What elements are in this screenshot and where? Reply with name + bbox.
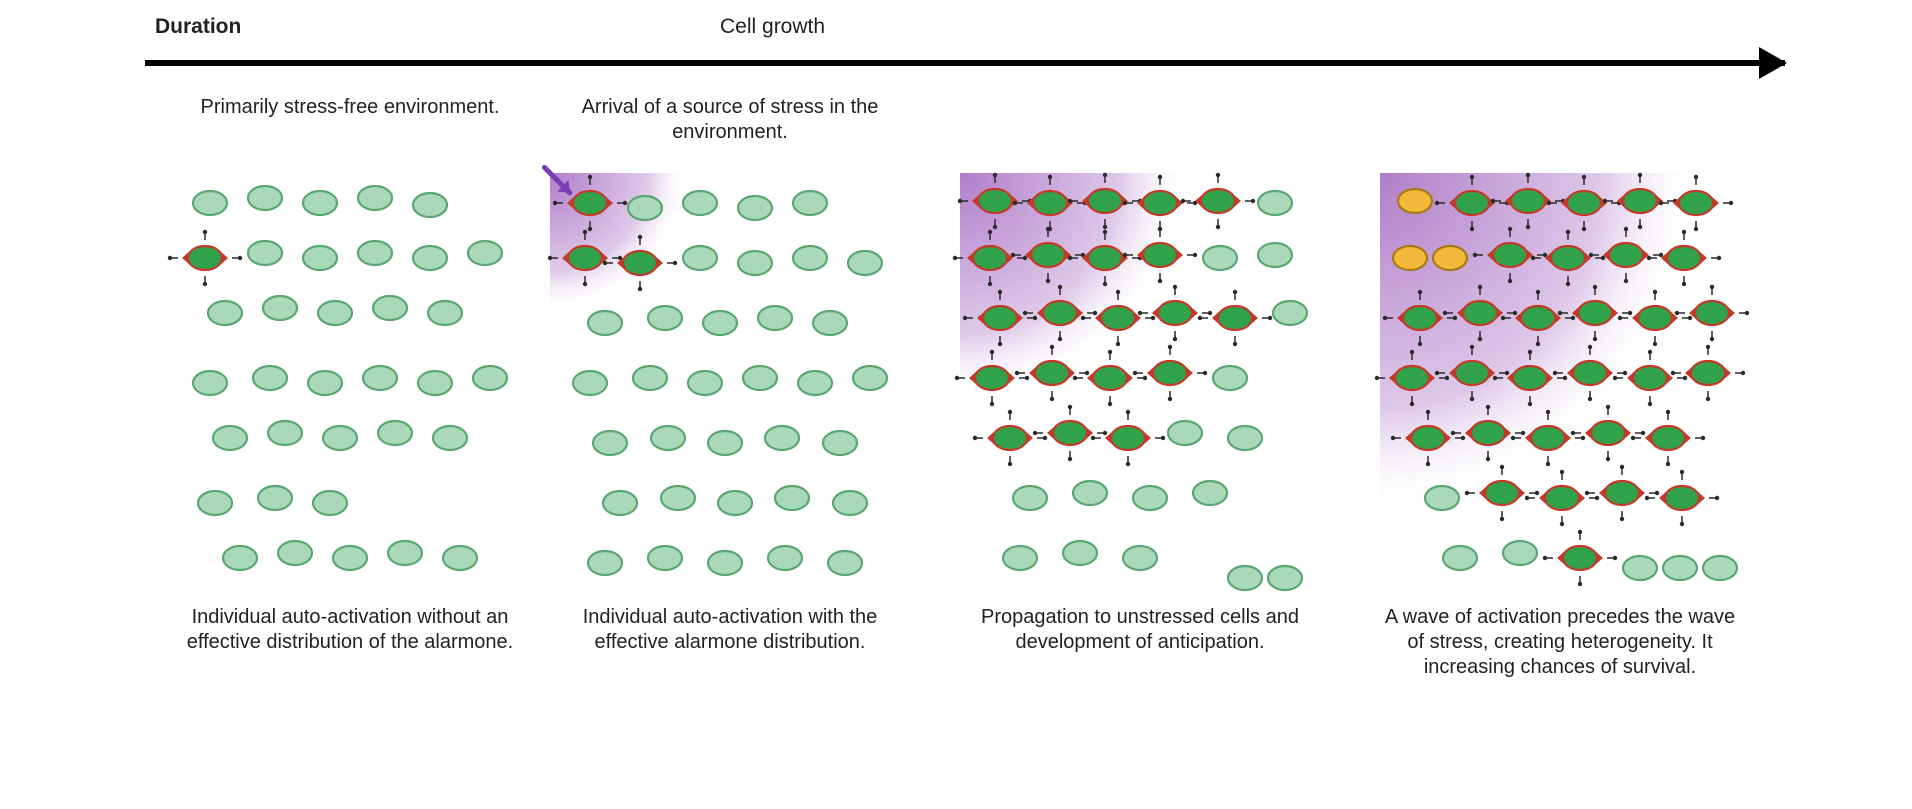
panel-3-caption: Propagation to unstressed cells and deve… <box>960 605 1320 655</box>
panel-2-title: Arrival of a source of stress in the env… <box>550 95 910 173</box>
panel-4: A wave of activation precedes the wave o… <box>1380 95 1740 680</box>
panel-2-svg <box>550 173 910 593</box>
axis-label-left: Duration <box>155 15 241 39</box>
panel-4-caption: A wave of activation precedes the wave o… <box>1380 605 1740 680</box>
panel-2-scene <box>550 173 910 593</box>
panel-1-scene <box>170 173 530 593</box>
panel-1: Primarily stress-free environment. Indiv… <box>170 95 530 655</box>
diagram-stage: Duration Cell growth Primarily stress-fr… <box>0 0 1912 809</box>
panel-3-title <box>960 95 1320 173</box>
panel-1-title: Primarily stress-free environment. <box>170 95 530 173</box>
panel-2: Arrival of a source of stress in the env… <box>550 95 910 655</box>
panel-3: Propagation to unstressed cells and deve… <box>960 95 1320 655</box>
axis-label-right: Cell growth <box>720 15 825 39</box>
panel-1-svg <box>170 173 530 593</box>
panel-4-svg <box>1380 173 1740 593</box>
panel-3-scene <box>960 173 1320 593</box>
panel-4-title <box>1380 95 1740 173</box>
panel-2-caption: Individual auto-activation with the effe… <box>550 605 910 655</box>
time-axis-arrow <box>145 60 1785 66</box>
panel-3-svg <box>960 173 1320 593</box>
panel-1-caption: Individual auto-activation without an ef… <box>170 605 530 655</box>
panel-4-scene <box>1380 173 1740 593</box>
